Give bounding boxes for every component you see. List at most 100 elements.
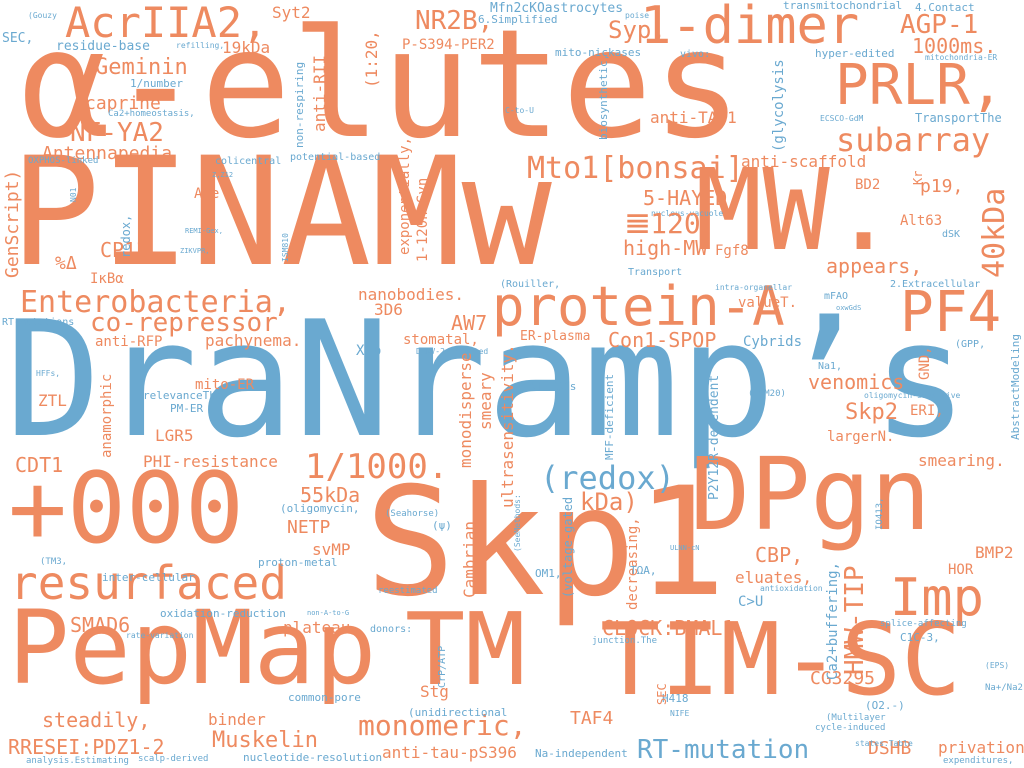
cloud-word: LGR5: [155, 426, 194, 445]
cloud-word: (Seahorse): [385, 509, 440, 519]
cloud-word: TIM-SC: [600, 601, 962, 718]
cloud-word: (unidirectional: [408, 706, 508, 719]
cloud-word: CrP/ATP: [437, 645, 448, 688]
cloud-word: co-repressor: [90, 308, 278, 338]
cloud-word: Cybrids: [743, 334, 803, 350]
cloud-word: redox,: [119, 214, 133, 258]
cloud-word: kDa): [580, 488, 638, 516]
cloud-word: HMW-TIP: [840, 565, 870, 675]
cloud-word: ECSCO-GdM: [820, 114, 864, 123]
cloud-word: scalp-derived: [138, 754, 209, 764]
cloud-word: (1:20,: [362, 30, 381, 88]
cloud-word: steadily,: [42, 708, 151, 732]
cloud-word: 3D6: [374, 300, 403, 319]
cloud-word: 19kDa: [222, 38, 271, 57]
cloud-word: Skp2: [845, 400, 898, 425]
cloud-word: AGP-1: [900, 10, 979, 40]
cloud-word: NR2B,: [415, 6, 494, 36]
cloud-word: Enterobacteria,: [20, 285, 291, 320]
cloud-word: PRLR,: [835, 53, 1004, 118]
cloud-word: subarray: [836, 121, 991, 159]
cloud-word: (TM3,: [40, 557, 68, 567]
cloud-word: C>U: [738, 594, 764, 610]
cloud-word: ZTL: [38, 391, 67, 410]
cloud-word: ERI,: [910, 403, 944, 419]
cloud-word: REMI-Gex,: [185, 227, 223, 235]
cloud-word: AcrIIA2,: [65, 0, 268, 47]
cloud-word: DENV-2-infected: [416, 347, 489, 356]
cloud-word: AbstractModeling: [1009, 334, 1022, 440]
cloud-word: Syt2: [272, 3, 311, 22]
cloud-word: exponentially,: [397, 136, 413, 255]
cloud-word: venomics: [808, 370, 905, 394]
cloud-word: mito-nickases: [555, 46, 642, 59]
cloud-word: Stg: [420, 682, 449, 701]
cloud-word: (Gouzy: [28, 11, 57, 20]
cloud-word: ZIKVPR,: [180, 247, 210, 255]
cloud-word: IO413,: [875, 497, 885, 530]
cloud-word: eluates,: [735, 568, 813, 587]
cloud-word: AW7: [451, 311, 488, 335]
cloud-word: TM: [405, 591, 526, 708]
cloud-word: ultrasensitivity.: [498, 344, 517, 508]
cloud-word: valueT.: [738, 295, 798, 311]
cloud-word: anti-TAF1: [650, 108, 737, 127]
cloud-word: hyper-edited: [815, 47, 895, 60]
cloud-word: p19,: [920, 176, 964, 197]
cloud-word: P2Y12R-dependent: [707, 374, 722, 500]
cloud-word: 1-120hαSyn: [415, 177, 431, 262]
cloud-word: C1C-3,: [900, 631, 940, 644]
cloud-word: stomatal,: [403, 332, 479, 348]
cloud-word: cycle-induced: [815, 723, 886, 733]
cloud-word: Ca2+buffering,: [825, 561, 841, 680]
cloud-word: monodisperse: [456, 352, 475, 468]
cloud-word: relevanceThe: [143, 389, 223, 402]
cloud-word: pachynema.: [205, 331, 302, 350]
cloud-word: RT-mutations: [2, 317, 75, 328]
cloud-word: 1/1000.: [305, 447, 449, 487]
cloud-word: Syp,: [608, 16, 666, 44]
cloud-word: (GPP,: [955, 339, 986, 350]
cloud-word: smeary: [476, 372, 495, 430]
cloud-word: SEC,: [2, 31, 34, 46]
cloud-word: ULNN-cN: [670, 544, 700, 552]
cloud-word: anti-scaffold: [741, 152, 867, 171]
cloud-word: PINAMw: [10, 126, 552, 300]
cloud-word: Kr: [911, 170, 925, 185]
cloud-word: Mto1[bonsai]: [527, 151, 744, 186]
cloud-word: 4.Contact: [915, 1, 975, 14]
cloud-word: (SeeMethods:: [513, 494, 522, 552]
cloud-word: refilling,: [176, 41, 225, 50]
cloud-word: (EPS): [985, 661, 1010, 670]
cloud-word: expenditures,: [943, 756, 1014, 766]
cloud-word: largerN.: [827, 429, 895, 445]
cloud-word: Geminin: [95, 55, 188, 80]
cloud-word: monomeric,: [358, 709, 527, 742]
cloud-word: H418: [662, 692, 689, 705]
cloud-word: rate-variation: [126, 631, 194, 640]
cloud-word: HFFs,: [36, 369, 61, 378]
cloud-word: biosynthetic,: [597, 53, 610, 140]
cloud-word: MFF-deficient: [603, 373, 616, 460]
cloud-word: 40kDa: [977, 187, 1012, 278]
cloud-word: (Multilayer: [826, 713, 886, 723]
cloud-word: mito-ER: [195, 377, 255, 393]
cloud-word: Transport: [628, 267, 683, 278]
cloud-word: Skp1: [365, 456, 727, 630]
cloud-word: non-A-to-G: [307, 609, 350, 617]
cloud-word: IκBα: [90, 271, 124, 287]
cloud-word: SEC: [655, 683, 669, 705]
cloud-word: Ca2+homeostasis,: [108, 109, 195, 119]
cloud-word: NIFE: [670, 709, 690, 718]
cloud-word: %Δ: [55, 253, 77, 274]
cloud-word: resurfaced: [10, 556, 287, 610]
cloud-word: (TOM20): [748, 389, 786, 399]
cloud-word: C-to-U: [505, 106, 534, 115]
cloud-word: Na-independent: [535, 747, 628, 760]
cloud-word: nanobodies.: [358, 285, 464, 304]
cloud-word: oxidation-reduction: [160, 607, 286, 620]
cloud-word: DSHB: [868, 738, 912, 759]
cloud-word: oxwGdS: [836, 304, 862, 312]
cloud-word: (Rouiller,: [500, 279, 561, 290]
cloud-word: ER-plasma: [520, 329, 591, 344]
